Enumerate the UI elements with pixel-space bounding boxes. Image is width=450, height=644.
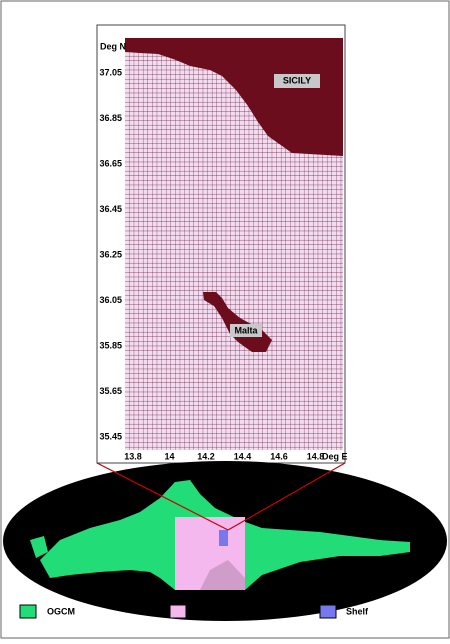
sicily	[125, 38, 343, 156]
x-axis-label: Deg E	[322, 451, 348, 461]
sicily-label-box	[274, 74, 320, 88]
legend-swatch	[169, 604, 187, 619]
x-tick-label: 13.8	[124, 451, 142, 461]
x-tick-label: 14.4	[234, 451, 252, 461]
sicily-label: SICILY	[283, 75, 311, 85]
x-tick-label: 14	[164, 451, 174, 461]
ogcm-area	[30, 536, 48, 558]
x-tick-label: 14.2	[197, 451, 215, 461]
malta-label-box	[230, 324, 262, 337]
malta-label: Malta	[234, 325, 258, 335]
y-axis-label: Deg N	[100, 41, 126, 51]
y-tick-label: 35.85	[99, 340, 122, 350]
y-tick-label: 36.65	[99, 158, 122, 168]
legend-label: OGCM	[47, 606, 75, 616]
x-tick-label: 14.6	[270, 451, 288, 461]
y-tick-label: 36.45	[99, 204, 122, 214]
legend-swatch	[319, 604, 337, 619]
legend-label: Intermediate	[196, 606, 250, 616]
intermediate-area	[175, 517, 245, 590]
shelf-area	[219, 530, 228, 546]
y-tick-label: 37.05	[99, 67, 122, 77]
zoom-line	[96, 462, 229, 531]
y-tick-label: 36.05	[99, 295, 122, 305]
y-tick-label: 36.85	[99, 113, 122, 123]
y-tick-label: 36.25	[99, 249, 122, 259]
land	[200, 560, 245, 590]
x-ticks: 13.8 14 14.2 14.4 14.6 14.8	[124, 451, 324, 461]
y-ticks: 37.05 36.85 36.65 36.45 36.25 36.05 35.85 35.65…	[99, 67, 122, 441]
y-tick-label: 35.65	[99, 386, 122, 396]
y-tick-label: 35.45	[99, 431, 122, 441]
zoom-line	[227, 462, 346, 531]
legend-swatch	[19, 604, 37, 619]
x-tick-label: 14.8	[307, 451, 325, 461]
legend-label: Shelf	[346, 606, 369, 616]
